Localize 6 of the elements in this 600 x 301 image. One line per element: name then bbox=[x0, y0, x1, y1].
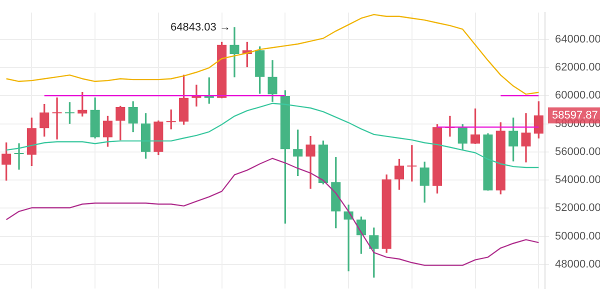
annotation: 64843.03 → bbox=[170, 22, 230, 34]
candlestick bbox=[52, 98, 62, 140]
candlestick bbox=[14, 143, 24, 170]
candlestick bbox=[230, 27, 240, 78]
candlestick bbox=[306, 136, 316, 189]
text: 58597.87 bbox=[552, 109, 598, 122]
